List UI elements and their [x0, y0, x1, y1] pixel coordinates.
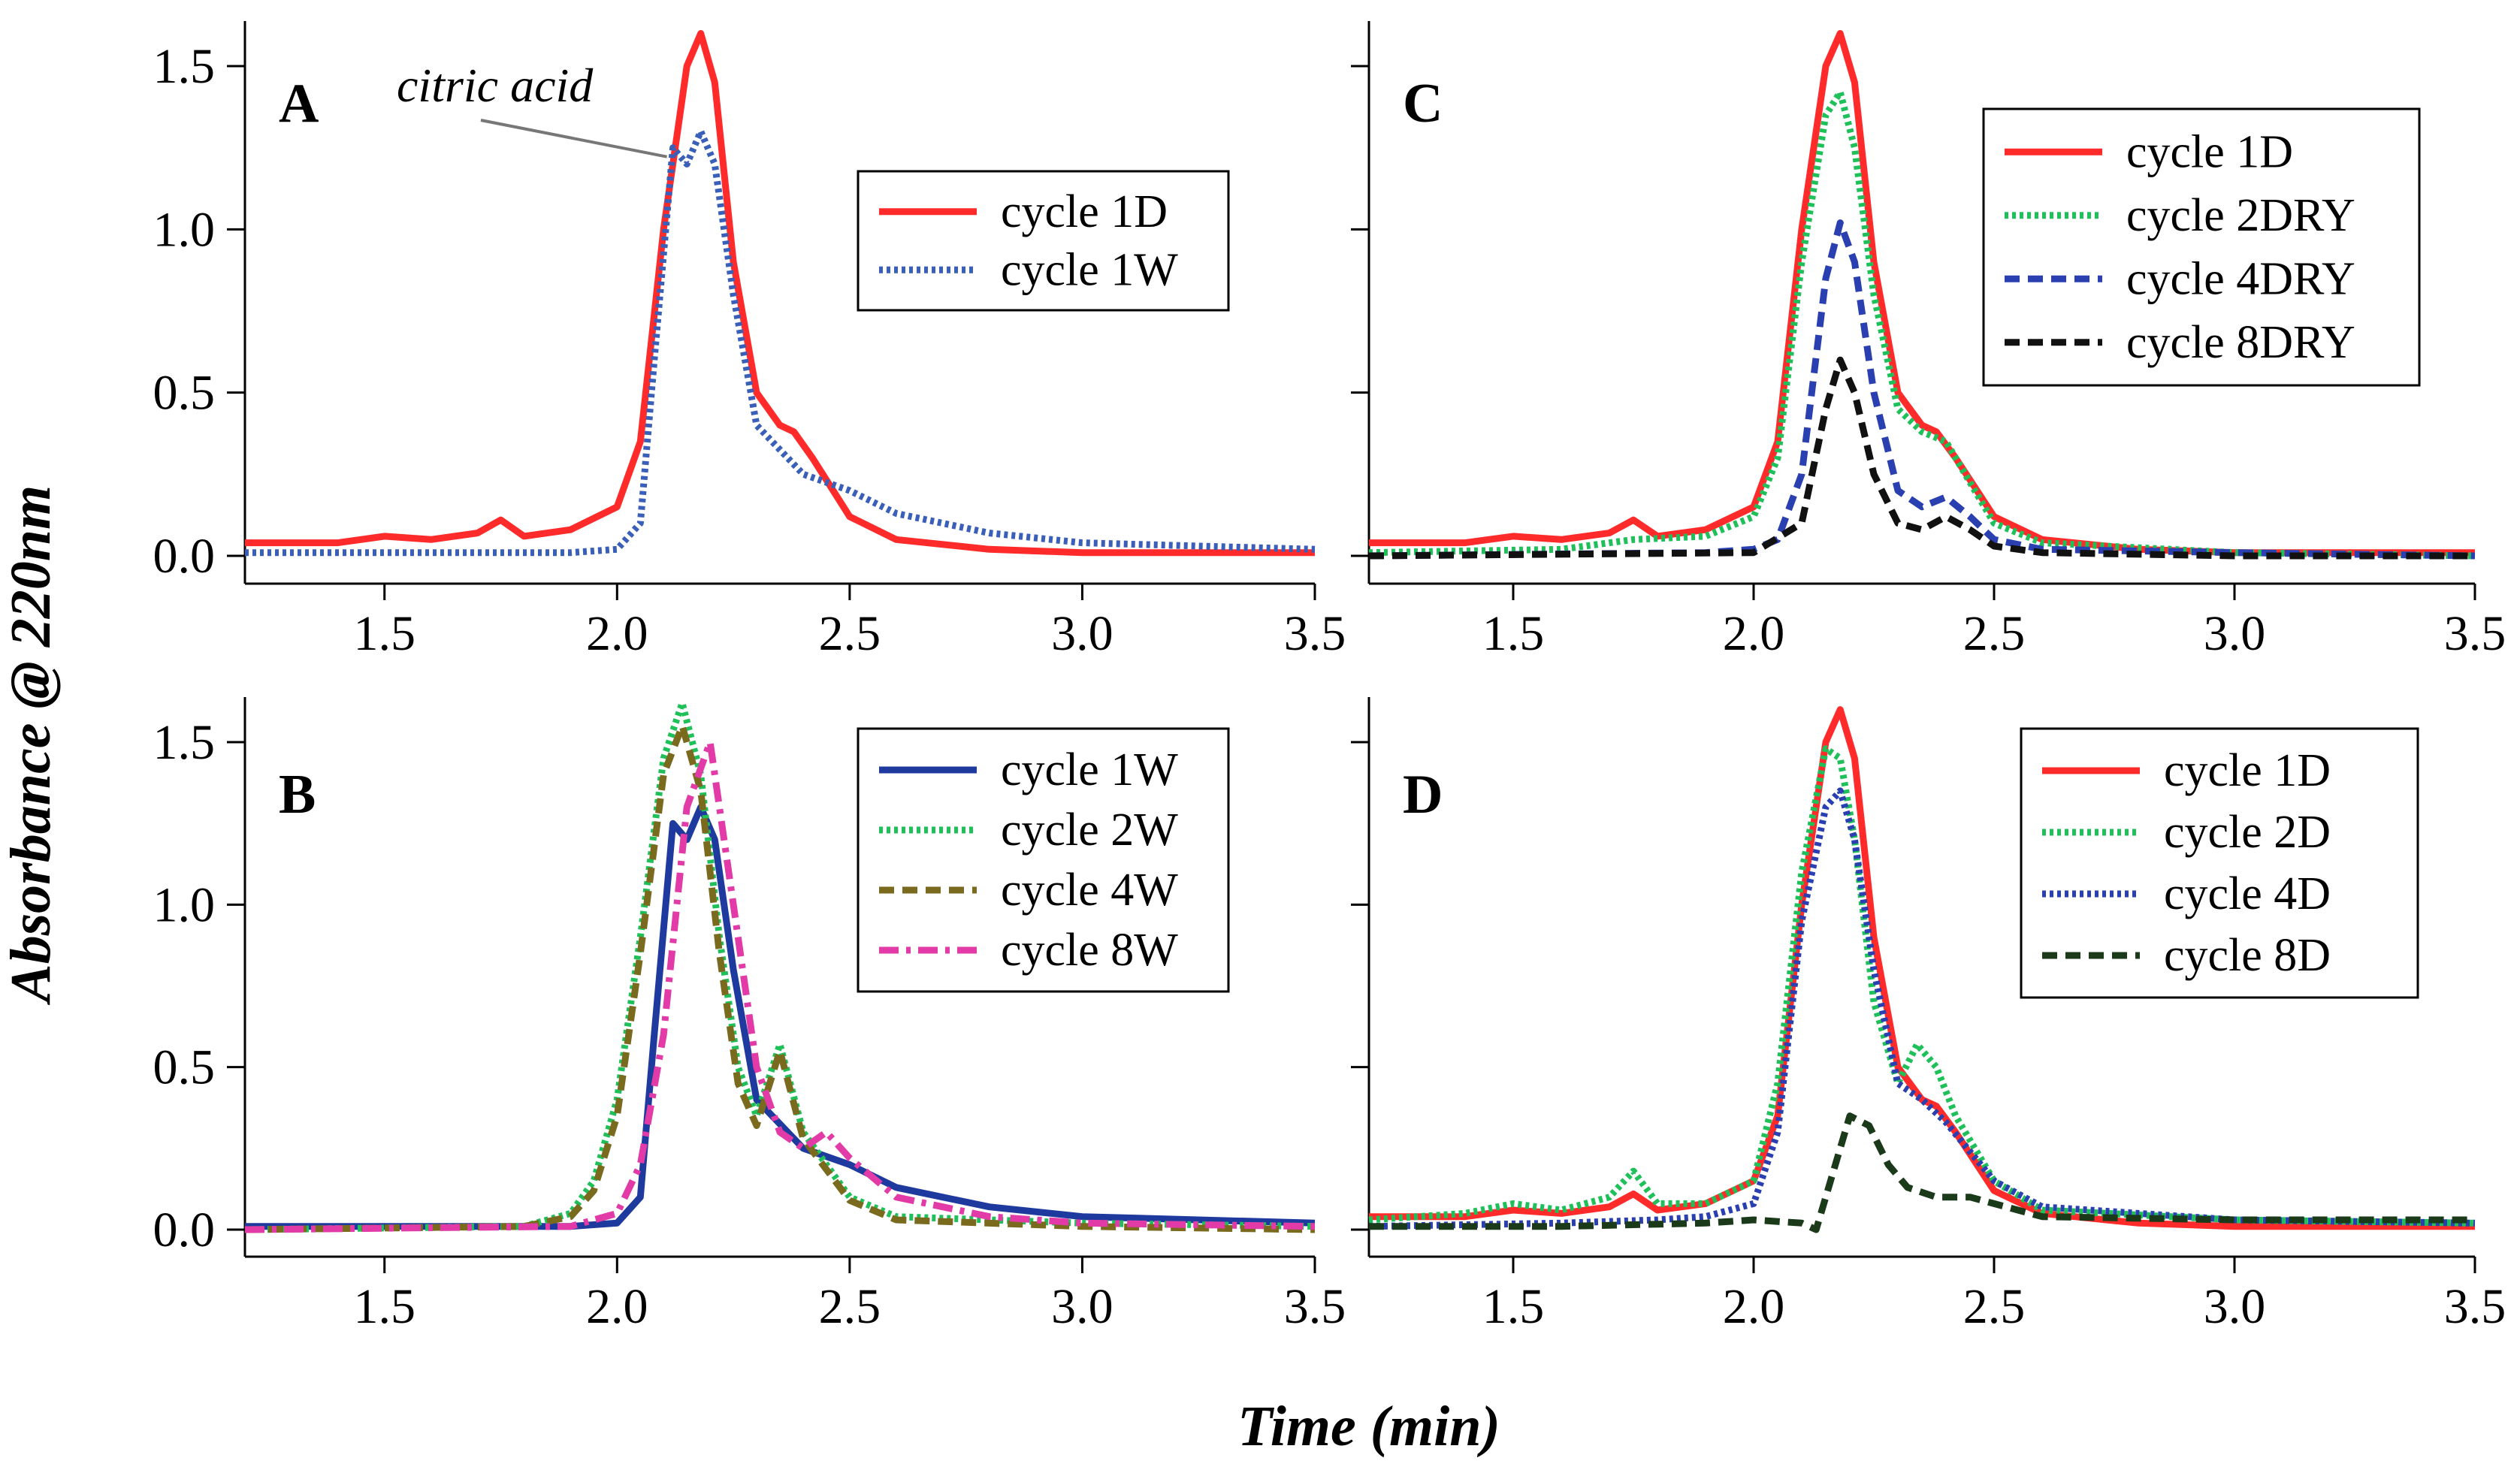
legend-entry: cycle 2W	[1001, 804, 1178, 856]
legend: cycle 1D cycle 2D cycle 4D cycle 8D	[2020, 727, 2419, 999]
panel-label: D	[1403, 764, 1443, 826]
x-tick-label: 2.5	[1963, 606, 2026, 661]
annotation-citric-acid: citric acid	[397, 59, 594, 112]
x-tick-label: 1.5	[353, 1279, 415, 1334]
y-tick-label: 0.5	[153, 366, 216, 421]
legend-entry: cycle 1D	[1001, 186, 1168, 237]
legend-entry: cycle 1D	[2164, 745, 2331, 796]
x-tick-label: 3.5	[1284, 606, 1346, 661]
x-tick-label: 3.5	[2444, 606, 2506, 661]
series-line-cycle-4w	[244, 722, 1316, 1233]
y-tick-label: 1.0	[153, 202, 216, 257]
annotation-pointer	[480, 119, 667, 158]
panel-D: 1.5 2.0 2.5 3.0 3.5 D cycle 1D cycle 2D cycle 4D…	[1351, 697, 2506, 1334]
legend-entry: cycle 4D	[2164, 868, 2331, 919]
x-tick-label: 2.5	[819, 606, 881, 661]
y-tick-label: 1.5	[153, 39, 216, 94]
legend-entry: cycle 2DRY	[2126, 190, 2355, 241]
legend-entry: cycle 4W	[1001, 865, 1178, 916]
x-tick-label: 3.0	[1051, 606, 1113, 661]
x-tick-label: 3.0	[2204, 606, 2266, 661]
legend: cycle 1W cycle 2W cycle 4W cycle 8W	[857, 727, 1230, 993]
x-tick-label: 2.0	[1723, 606, 1785, 661]
legend-entry: cycle 1D	[2126, 126, 2293, 177]
x-tick-label: 1.5	[1482, 606, 1545, 661]
x-tick-label: 2.0	[1723, 1279, 1785, 1334]
panel-label: C	[1403, 73, 1443, 134]
x-tick-label: 2.5	[819, 1279, 881, 1334]
panel-label: B	[279, 764, 316, 826]
legend: cycle 1D cycle 1W	[857, 170, 1230, 312]
series-line-cycle-1d	[245, 30, 1315, 557]
series-line-cycle-8w	[244, 738, 1316, 1233]
y-axis-title: Absorbance @ 220nm	[0, 485, 62, 1005]
y-tick-label: 0.5	[153, 1040, 216, 1095]
y-tick-label: 1.5	[153, 715, 216, 770]
legend-box	[857, 170, 1230, 312]
y-tick-label: 1.0	[153, 877, 216, 932]
x-tick-label: 1.5	[353, 606, 415, 661]
x-tick-label: 2.0	[586, 606, 648, 661]
legend: cycle 1D cycle 2DRY cycle 4DRY cycle 8DRY	[1982, 107, 2421, 387]
x-tick-label: 3.0	[1051, 1279, 1113, 1334]
legend-entry: cycle 4DRY	[2126, 253, 2355, 304]
legend-entry: cycle 2D	[2164, 807, 2331, 858]
x-tick-label: 1.5	[1482, 1279, 1545, 1334]
series-line-cycle-1w	[245, 128, 1316, 557]
x-tick-label: 2.5	[1963, 1279, 2026, 1334]
legend-entry: cycle 1W	[1001, 744, 1178, 795]
y-tick-label: 0.0	[153, 1203, 216, 1257]
x-tick-label: 2.0	[586, 1279, 648, 1334]
series-line-cycle-4d	[1368, 787, 2476, 1230]
legend-entry: cycle 8DRY	[2126, 317, 2355, 368]
series-line-cycle-2dry	[1368, 89, 2476, 560]
y-tick-label: 0.0	[153, 529, 216, 584]
series-line-cycle-8d	[1369, 1112, 2475, 1233]
series-line-cycle-1d	[1369, 706, 2475, 1230]
legend-entry: cycle 8D	[2164, 930, 2331, 981]
series-line-cycle-8dry	[1368, 356, 2475, 560]
x-tick-label: 3.0	[2204, 1279, 2266, 1334]
legend-entry: cycle 8W	[1001, 925, 1178, 976]
panel-B: 1.5 2.0 2.5 3.0 3.50.00.51.01.5B cycle 1Wcycl…	[153, 697, 1346, 1334]
series-line-cycle-2d	[1368, 745, 2476, 1227]
series-line-cycle-1d	[1369, 30, 2475, 557]
x-tick-label: 3.5	[2444, 1279, 2506, 1334]
x-axis-title: Time (min)	[1237, 1395, 1500, 1458]
panel-label: A	[279, 73, 319, 134]
legend-entry: cycle 1W	[1001, 244, 1178, 295]
x-tick-label: 3.5	[1284, 1279, 1346, 1334]
